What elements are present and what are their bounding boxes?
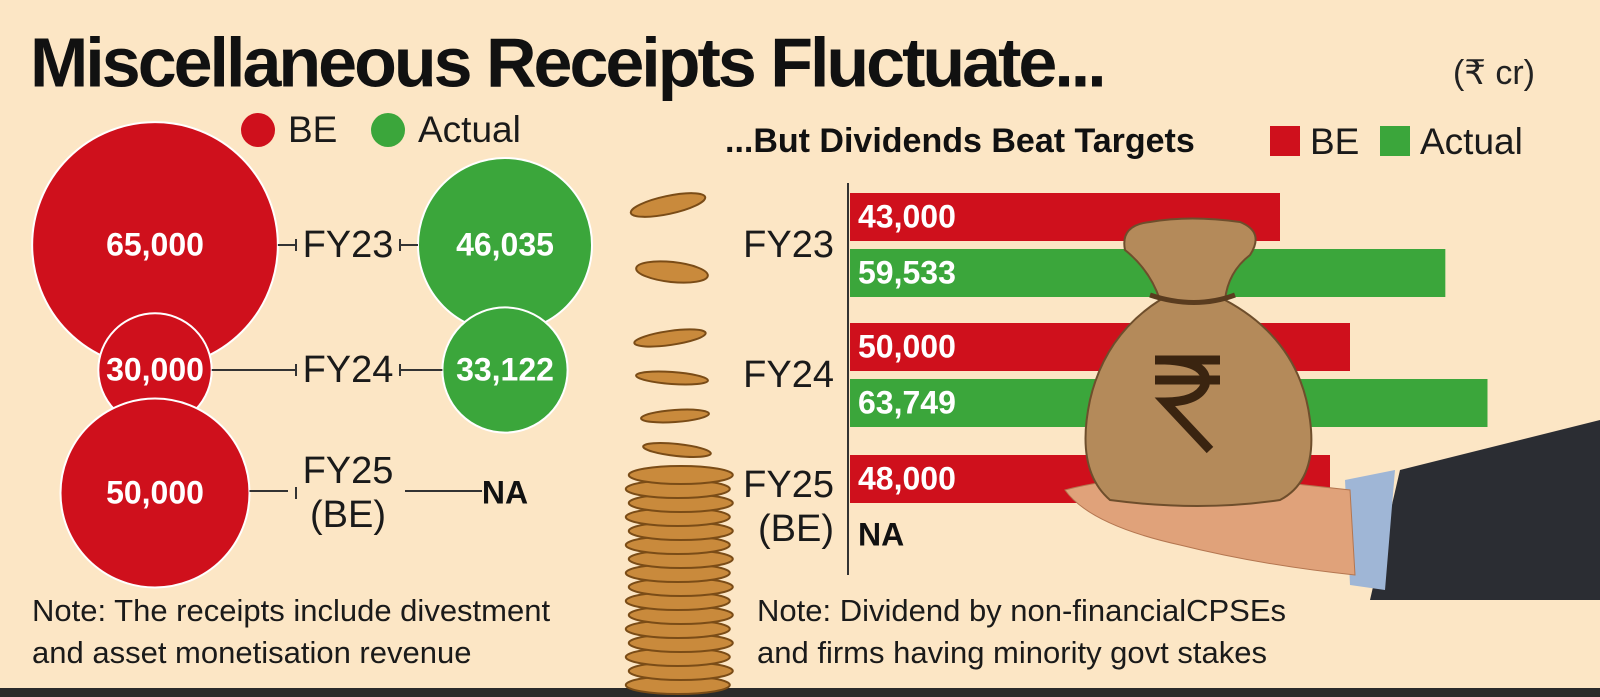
- legend-label: Actual: [1420, 121, 1523, 162]
- unit: (₹ cr): [1453, 54, 1535, 92]
- value-label: NA: [482, 474, 528, 510]
- note: Note: The receipts include divestment an…: [32, 593, 551, 670]
- sleeve: [1370, 420, 1600, 600]
- coin: [635, 260, 709, 284]
- legend-swatch: [1380, 126, 1410, 156]
- legend-label: BE: [1310, 121, 1359, 162]
- bubble: [59, 397, 251, 589]
- legend-label: Actual: [418, 109, 521, 150]
- category-label: FY25 (BE): [743, 464, 834, 550]
- category-label: FY24: [743, 354, 834, 396]
- value-label: 33,122: [456, 351, 554, 387]
- value-label: 50,000: [858, 328, 956, 364]
- value-label: 50,000: [106, 474, 204, 510]
- legend-swatch: [1270, 126, 1300, 156]
- legend-label: BE: [288, 109, 337, 150]
- category-label: FY24: [302, 349, 394, 391]
- subtitle: ...But Dividends Beat Targets: [725, 122, 1195, 160]
- coin: [629, 192, 707, 218]
- category-label: FY23: [302, 224, 394, 266]
- coin: [635, 370, 709, 386]
- category-label: FY23: [743, 224, 834, 266]
- value-label: 63,749: [858, 384, 956, 420]
- title: Miscellaneous Receipts Fluctuate...: [30, 23, 1104, 101]
- value-label: 59,533: [858, 254, 956, 290]
- value-label: NA: [858, 516, 904, 552]
- coin: [642, 442, 712, 458]
- value-label: 65,000: [106, 226, 204, 262]
- value-label: 43,000: [858, 198, 956, 234]
- note: Note: Dividend by non-financialCPSEs and…: [757, 593, 1286, 670]
- coin: [640, 408, 710, 424]
- rupee-symbol: [1154, 355, 1220, 454]
- value-label: 46,035: [456, 226, 554, 262]
- coin: [627, 465, 734, 485]
- cuff: [1345, 470, 1395, 590]
- category-label: FY25 (BE): [302, 450, 394, 536]
- legend-swatch: [371, 113, 405, 147]
- legend-swatch: [241, 113, 275, 147]
- coin: [633, 328, 707, 348]
- value-label: 48,000: [858, 460, 956, 496]
- value-label: 30,000: [106, 351, 204, 387]
- bag-tie: [1149, 292, 1236, 305]
- bottom-strip: [0, 688, 1600, 697]
